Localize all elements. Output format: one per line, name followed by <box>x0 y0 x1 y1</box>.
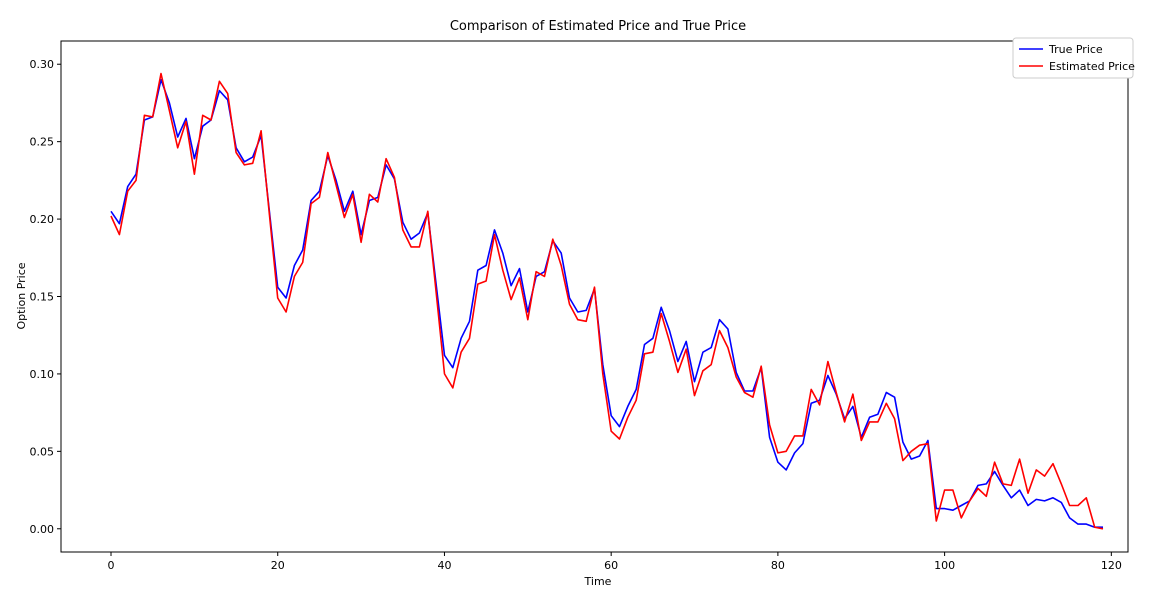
y-tick-label: 0.10 <box>30 368 55 381</box>
y-tick-label: 0.20 <box>30 213 55 226</box>
legend-label-estimated-price: Estimated Price <box>1049 60 1135 73</box>
legend: True Price Estimated Price <box>1012 37 1135 79</box>
x-tick-label: 80 <box>771 559 785 572</box>
series-lines <box>110 72 1104 530</box>
chart-title: Comparison of Estimated Price and True P… <box>450 19 746 34</box>
series-line-estimated-price <box>110 72 1104 530</box>
x-tick-label: 40 <box>437 559 451 572</box>
y-tick-label: 0.05 <box>30 445 55 458</box>
plot-area <box>60 40 1129 553</box>
series-line-true-price <box>110 78 1103 529</box>
legend-label-true-price: True Price <box>1048 43 1103 56</box>
y-tick-label: 0.15 <box>30 291 55 304</box>
y-tick-label: 0.25 <box>30 136 55 149</box>
x-axis-label: Time <box>584 575 612 588</box>
y-tick-label: 0.00 <box>30 523 55 536</box>
x-tick-label: 20 <box>271 559 285 572</box>
x-tick-label: 0 <box>108 559 115 572</box>
legend-box <box>1012 37 1134 79</box>
x-tick-label: 120 <box>1101 559 1122 572</box>
y-axis-label: Option Price <box>15 262 28 329</box>
x-tick-label: 60 <box>604 559 618 572</box>
y-tick-label: 0.30 <box>30 58 55 71</box>
x-tick-label: 100 <box>934 559 955 572</box>
y-axis: 0.00 0.05 0.10 0.15 0.20 0.25 0.30 <box>30 58 61 536</box>
x-axis: 0 20 40 60 80 100 120 <box>108 552 1122 572</box>
